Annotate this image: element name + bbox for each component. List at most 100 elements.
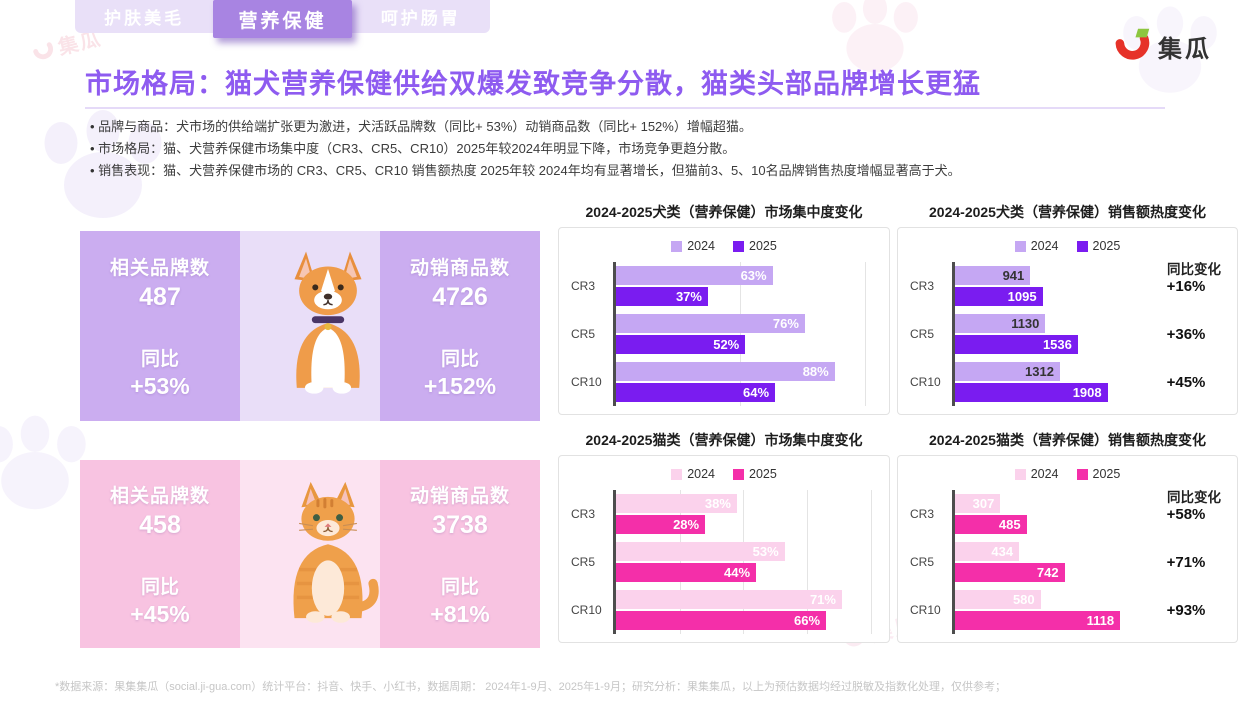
bullet-market-structure: 市场格局：猫、犬营养保健市场集中度（CR3、CR5、CR10）2025年较202… <box>90 138 1180 160</box>
legend-item-2024: 2024 <box>671 467 715 481</box>
bar-cat-concentration-CR3-2025: 28% <box>616 515 706 534</box>
cat-photo-panel <box>240 460 380 648</box>
yoy-change-header: 同比变化 <box>1167 490 1221 505</box>
bullet-sales-performance: 销售表现：猫、犬营养保健市场的 CR3、CR5、CR10 销售额热度 2025年… <box>90 160 1180 182</box>
bars-area: 941 1095 1130 1536 1312 1908 <box>952 262 1147 406</box>
bar-cat-sales-heat-CR3-2025: 485 <box>955 515 1027 534</box>
bar-cat-sales-heat-CR3-2024: 307 <box>955 494 1001 513</box>
stat-value: 3738 <box>432 510 488 539</box>
brand-logo: 集瓜 <box>1113 27 1212 65</box>
legend-swatch <box>1076 468 1088 480</box>
legend-item-2025: 2025 <box>733 467 777 481</box>
yoy-change-CR10: +45% <box>1166 373 1206 391</box>
bars-area: 63% 37% 76% 52% 88% 64% <box>613 262 877 406</box>
dog-product-stat-panel: 动销商品数 4726 同比 +152% <box>380 231 540 421</box>
legend-label: 2024 <box>687 239 715 253</box>
category-axis: CR3 CR5 CR10 <box>910 490 952 634</box>
yoy-value: +45% <box>130 600 190 627</box>
category-axis: CR3 CR5 CR10 <box>571 262 613 406</box>
legend-swatch <box>671 240 683 252</box>
chart-title: 2024-2025犬类（营养保健）市场集中度变化 <box>585 204 863 220</box>
tab-skin-care[interactable]: 护肤美毛 <box>104 9 185 28</box>
stat-label: 相关品牌数 <box>109 485 210 507</box>
jigua-logo-icon <box>1115 28 1150 60</box>
dog-summary-card: 相关品牌数 487 同比 +53% 动销商品数 4726 同比 +152% <box>80 231 540 421</box>
bar-dog-concentration-CR5-2024: 76% <box>616 314 805 333</box>
gridline <box>864 262 866 406</box>
gridline <box>743 490 745 634</box>
chart-title: 2024-2025猫类（营养保健）市场集中度变化 <box>585 432 863 448</box>
bar-group-CR3: 307 485 <box>955 494 1147 534</box>
category-label-CR3: CR3 <box>910 279 935 293</box>
legend-swatch <box>1076 240 1088 252</box>
brand-logo-text: 集瓜 <box>1158 35 1212 63</box>
legend-swatch <box>671 468 683 480</box>
category-label-CR5: CR5 <box>910 555 935 569</box>
chart-legend: 2024 2025 <box>910 464 1225 484</box>
chart-panel: 2024 2025 同比变化 CR3 CR5 CR10 941 1095 1130 1536 131… <box>897 227 1238 415</box>
yoy-change-column: +16% +36% +45% <box>1147 262 1225 406</box>
yoy-change-column: +58% +71% +93% <box>1147 490 1225 634</box>
category-label-CR5: CR5 <box>571 327 596 341</box>
legend-label: 2024 <box>1030 239 1059 253</box>
bar-group-CR10: 71% 66% <box>616 590 877 630</box>
gridline <box>870 490 872 634</box>
legend-label: 2025 <box>749 467 777 481</box>
category-label-CR10: CR10 <box>571 603 602 617</box>
chart-dog-concentration: 2024-2025犬类（营养保健）市场集中度变化 2024 2025 CR3 CR5 C… <box>558 202 890 415</box>
legend-swatch <box>733 240 744 252</box>
yoy-change-CR5: +36% <box>1166 325 1206 343</box>
bar-cat-sales-heat-CR10-2025: 1118 <box>955 611 1121 630</box>
bar-dog-concentration-CR5-2025: 52% <box>616 335 746 354</box>
bar-dog-concentration-CR10-2025: 64% <box>616 383 776 402</box>
bar-dog-sales-heat-CR10-2025: 1908 <box>955 383 1108 402</box>
bar-group-CR10: 88% 64% <box>616 362 877 402</box>
plot-area: CR3 CR5 CR10 307 485 434 742 580 1118 +58% +71% +93… <box>910 490 1225 634</box>
stat-label: 相关品牌数 <box>109 257 210 279</box>
bar-cat-concentration-CR10-2024: 71% <box>616 590 842 609</box>
category-label-CR3: CR3 <box>571 507 596 521</box>
orange-cat-image <box>293 481 379 623</box>
bar-group-CR10: 580 1118 <box>955 590 1147 630</box>
plot-area: CR3 CR5 CR10 941 1095 1130 1536 1312 1908 +16% +36… <box>910 262 1225 406</box>
yoy-label: 同比 <box>140 576 179 598</box>
corgi-dog-image <box>294 251 362 394</box>
gridline <box>679 490 681 634</box>
title-divider <box>85 107 1165 109</box>
bar-dog-sales-heat-CR3-2024: 941 <box>955 266 1031 285</box>
category-label-CR3: CR3 <box>571 279 596 293</box>
chart-title: 2024-2025猫类（营养保健）销售额热度变化 <box>929 432 1206 448</box>
bar-dog-concentration-CR10-2024: 88% <box>616 362 835 381</box>
bar-cat-sales-heat-CR5-2025: 742 <box>955 563 1065 582</box>
bar-dog-sales-heat-CR5-2024: 1130 <box>955 314 1046 333</box>
bar-group-CR5: 434 742 <box>955 542 1147 582</box>
bar-cat-concentration-CR10-2025: 66% <box>616 611 827 630</box>
chart-legend: 2024 2025 <box>571 236 877 256</box>
gridline <box>740 262 742 406</box>
stat-label: 动销商品数 <box>409 485 510 507</box>
bar-cat-sales-heat-CR10-2024: 580 <box>955 590 1041 609</box>
bar-group-CR5: 53% 44% <box>616 542 877 582</box>
chart-panel: 2024 2025 CR3 CR5 CR10 38% 28% 53% 44% 71% 66% <box>558 455 890 643</box>
category-axis: CR3 CR5 CR10 <box>910 262 952 406</box>
dog-photo-panel <box>240 231 380 421</box>
yoy-label: 同比 <box>440 576 479 598</box>
yoy-change-CR10: +93% <box>1166 601 1206 619</box>
insight-bullets: 品牌与商品：犬市场的供给端扩张更为激进，犬活跃品牌数（同比+ 53%）动销商品数… <box>90 116 1180 182</box>
gridline <box>806 490 808 634</box>
page-title: 市场格局：猫犬营养保健供给双爆发致竞争分散，猫类头部品牌增长更猛 <box>85 69 981 99</box>
bullet-brands-products: 品牌与商品：犬市场的供给端扩张更为激进，犬活跃品牌数（同比+ 53%）动销商品数… <box>90 116 1180 138</box>
bar-dog-sales-heat-CR5-2025: 1536 <box>955 335 1078 354</box>
legend-item-2024: 2024 <box>671 239 715 253</box>
yoy-label: 同比 <box>440 348 479 370</box>
yoy-value: +53% <box>130 372 190 399</box>
tab-gut-care[interactable]: 呵护肠胃 <box>380 9 461 28</box>
yoy-value: +152% <box>423 372 497 399</box>
bar-cat-concentration-CR5-2024: 53% <box>616 542 785 561</box>
legend-label: 2024 <box>687 467 715 481</box>
tab-nutrition[interactable]: 营养保健 <box>213 0 352 38</box>
yoy-label: 同比 <box>140 348 179 370</box>
yoy-change-header: 同比变化 <box>1167 262 1221 277</box>
category-label-CR5: CR5 <box>571 555 596 569</box>
dog-brand-stat-panel: 相关品牌数 487 同比 +53% <box>80 231 240 421</box>
